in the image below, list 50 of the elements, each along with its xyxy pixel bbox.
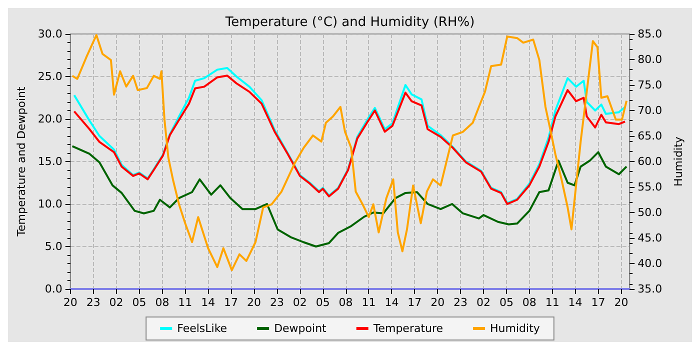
y2-tick-label: 60.0 (638, 155, 662, 168)
x-tick-label: 23 (454, 296, 468, 309)
y2-tick-label: 45.0 (638, 232, 662, 244)
x-tick-label: 23 (270, 296, 284, 309)
legend-label: Dewpoint (274, 322, 328, 335)
y2-tick-label: 65.0 (638, 130, 662, 142)
x-tick-label: 11 (545, 296, 560, 309)
x-tick-label: 05 (499, 296, 514, 309)
y-tick-label: 25.0 (38, 70, 62, 83)
x-tick-label: 08 (522, 296, 536, 309)
x-tick-label: 17 (408, 296, 422, 309)
x-tick-label: 02 (292, 296, 307, 309)
x-tick-label: 08 (338, 296, 353, 309)
y-tick-label: 10.0 (38, 198, 62, 210)
y-tick-label: 0.0 (44, 282, 62, 296)
x-tick-label: 02 (476, 296, 490, 309)
x-tick-label: 17 (591, 296, 606, 309)
y2-tick-label: 70.0 (638, 104, 662, 117)
x-tick-label: 20 (63, 296, 78, 309)
y-tick-label: 5.0 (44, 240, 62, 253)
x-tick-label: 11 (362, 296, 376, 309)
x-tick-label: 20 (246, 296, 261, 309)
x-tick-label: 11 (178, 296, 192, 309)
x-tick-label: 14 (384, 296, 399, 309)
x-tick-label: 14 (201, 296, 216, 309)
x-tick-label: 08 (155, 296, 170, 309)
x-tick-label: 17 (224, 296, 238, 309)
y-tick-label: 20.0 (38, 112, 62, 126)
x-tick-label: 14 (568, 296, 582, 309)
y2-tick-label: 80.0 (638, 53, 662, 66)
x-tick-label: 05 (132, 296, 146, 309)
y2-tick-label: 75.0 (638, 78, 662, 92)
y2-axis-title: Humidity (672, 136, 685, 186)
x-tick-label: 02 (109, 296, 124, 309)
legend-label: Temperature (372, 322, 444, 335)
y2-tick-label: 55.0 (638, 180, 662, 194)
legend-label: FeelsLike (177, 322, 228, 335)
y-axis-title: Temperature and Dewpoint (15, 86, 28, 238)
x-tick-label: 23 (86, 296, 100, 309)
y2-tick-label: 50.0 (638, 206, 662, 219)
x-tick-label: 05 (316, 296, 330, 309)
legend-label: Humidity (490, 322, 540, 335)
x-tick-label: 20 (614, 296, 628, 309)
chart-title: Temperature (°C) and Humidity (RH%) (224, 15, 475, 30)
y2-tick-label: 85.0 (638, 28, 662, 40)
y2-tick-label: 35.0 (638, 282, 662, 296)
x-tick-label: 20 (430, 296, 445, 309)
y2-tick-label: 40.0 (638, 257, 662, 270)
y-tick-label: 30.0 (38, 28, 62, 40)
y-tick-label: 15.0 (38, 155, 62, 168)
